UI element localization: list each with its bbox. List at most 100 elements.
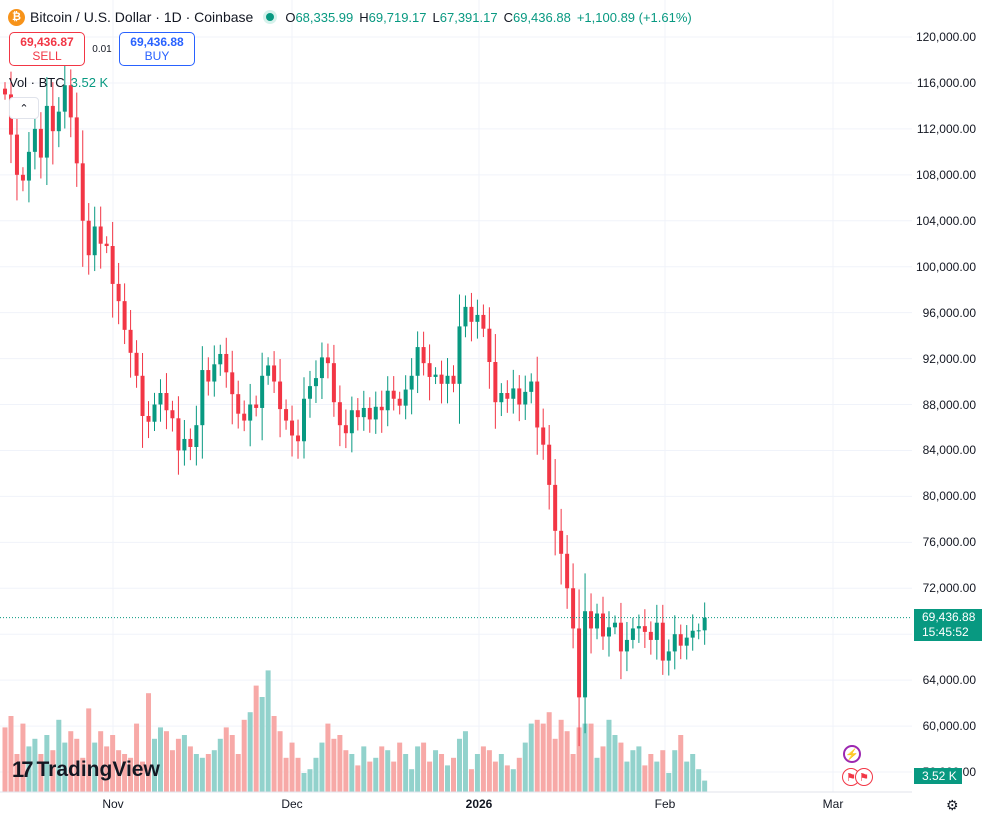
volume-bar bbox=[289, 742, 295, 792]
candle-body bbox=[553, 484, 558, 531]
sell-button[interactable]: 69,436.87 SELL bbox=[9, 32, 85, 66]
candle-body bbox=[445, 375, 450, 384]
volume-bar bbox=[163, 731, 169, 792]
last-price-tag: 69,436.88 15:45:52 bbox=[914, 609, 982, 641]
candle-body bbox=[307, 386, 312, 399]
lightning-event-icon[interactable]: ⚡ bbox=[843, 745, 861, 763]
price-tick-label: 96,000.00 bbox=[922, 305, 976, 320]
candle-body bbox=[92, 226, 97, 256]
symbol-legend: ₿ Bitcoin / U.S. Dollar · 1D · Coinbase … bbox=[8, 7, 692, 27]
volume-bar bbox=[492, 761, 498, 792]
candle-body bbox=[690, 630, 695, 638]
candle-body bbox=[349, 410, 354, 434]
volume-bar bbox=[8, 716, 14, 792]
volume-bar bbox=[235, 754, 241, 792]
candle-body bbox=[212, 364, 217, 382]
chevron-up-icon[interactable]: ⌃ bbox=[9, 97, 39, 119]
ohlc-open: O68,335.99 bbox=[285, 9, 354, 25]
candle-body bbox=[421, 347, 426, 364]
spread-value: 0.01 bbox=[92, 43, 112, 55]
volume-bar bbox=[175, 738, 181, 792]
volume-bar bbox=[98, 731, 104, 792]
symbol-title[interactable]: Bitcoin / U.S. Dollar · 1D · Coinbase bbox=[30, 9, 254, 25]
candle-body bbox=[565, 553, 570, 589]
candle-body bbox=[577, 628, 582, 698]
volume-bar bbox=[193, 754, 199, 792]
date-tick-label: 2026 bbox=[465, 797, 493, 811]
volume-legend[interactable]: Vol · BTC 3.52 K bbox=[9, 75, 109, 90]
candle-body bbox=[218, 353, 223, 365]
volume-bar bbox=[636, 746, 642, 792]
volume-bar bbox=[337, 735, 343, 792]
candle-body bbox=[104, 243, 109, 247]
bitcoin-icon: ₿ bbox=[8, 8, 25, 26]
volume-bar bbox=[528, 723, 534, 792]
volume-bar bbox=[74, 738, 80, 792]
candle-body bbox=[68, 85, 73, 118]
volume-bar bbox=[696, 769, 702, 792]
us-flag-event-icon[interactable]: ⚑ bbox=[855, 768, 873, 786]
volume-bar bbox=[576, 727, 582, 792]
candle-body bbox=[589, 611, 594, 629]
volume-bar bbox=[38, 754, 44, 792]
volume-bar bbox=[331, 738, 337, 792]
volume-bar bbox=[152, 738, 157, 792]
volume-bar bbox=[205, 754, 211, 792]
candle-body bbox=[176, 418, 181, 451]
volume-bar bbox=[385, 750, 391, 792]
volume-bar bbox=[642, 765, 648, 792]
volume-bar bbox=[510, 769, 516, 792]
date-tick-label: Dec bbox=[281, 797, 303, 811]
volume-bar bbox=[516, 757, 522, 792]
volume-bar bbox=[474, 754, 480, 792]
volume-bar bbox=[217, 738, 223, 792]
candle-body bbox=[601, 613, 605, 637]
candle-body bbox=[56, 111, 61, 132]
candle-body bbox=[20, 174, 25, 181]
price-tick-label: 92,000.00 bbox=[922, 351, 976, 366]
price-tick-label: 116,000.00 bbox=[916, 75, 976, 90]
candle-body bbox=[672, 634, 677, 652]
candlesticks[interactable] bbox=[3, 64, 707, 747]
volume-bar bbox=[361, 746, 367, 792]
candle-body bbox=[50, 105, 55, 132]
price-tick-label: 60,000.00 bbox=[922, 719, 976, 734]
ohlc-high: H69,719.17 bbox=[359, 9, 427, 25]
buy-button[interactable]: 69,436.88 BUY bbox=[119, 32, 195, 66]
volume-bar bbox=[319, 742, 325, 792]
volume-bar bbox=[462, 731, 468, 792]
volume-bar bbox=[486, 750, 492, 792]
candle-body bbox=[475, 314, 480, 322]
candle-body bbox=[511, 388, 516, 399]
candle-body bbox=[583, 611, 588, 698]
candle-body bbox=[660, 622, 665, 661]
volume-bar bbox=[26, 746, 32, 792]
candle-body bbox=[284, 409, 289, 421]
volume-bar bbox=[648, 754, 654, 792]
candle-body bbox=[606, 627, 611, 637]
volume-bar bbox=[146, 693, 152, 792]
candle-body bbox=[505, 393, 510, 399]
candle-body bbox=[403, 389, 408, 406]
date-tick-label: Feb bbox=[654, 797, 676, 811]
price-tick-label: 76,000.00 bbox=[922, 535, 976, 550]
candle-body bbox=[302, 398, 306, 442]
candle-body bbox=[319, 357, 324, 379]
candle-body bbox=[696, 630, 701, 632]
candle-body bbox=[110, 246, 115, 284]
volume-bar bbox=[451, 757, 456, 792]
tradingview-logo[interactable]: 17 TradingView bbox=[12, 757, 160, 782]
price-tick-label: 100,000.00 bbox=[915, 259, 976, 274]
candle-body bbox=[648, 631, 653, 640]
volume-tag: 3.52 K bbox=[914, 768, 962, 784]
gear-icon[interactable]: ⚙ bbox=[946, 797, 959, 813]
candle-body bbox=[188, 438, 193, 447]
volume-bar bbox=[265, 670, 271, 792]
volume-bar bbox=[666, 773, 672, 792]
volume-bar bbox=[600, 746, 606, 792]
volume-bar bbox=[80, 757, 86, 792]
volume-bar bbox=[187, 746, 193, 792]
candle-body bbox=[164, 393, 169, 411]
volume-bar bbox=[373, 757, 379, 792]
